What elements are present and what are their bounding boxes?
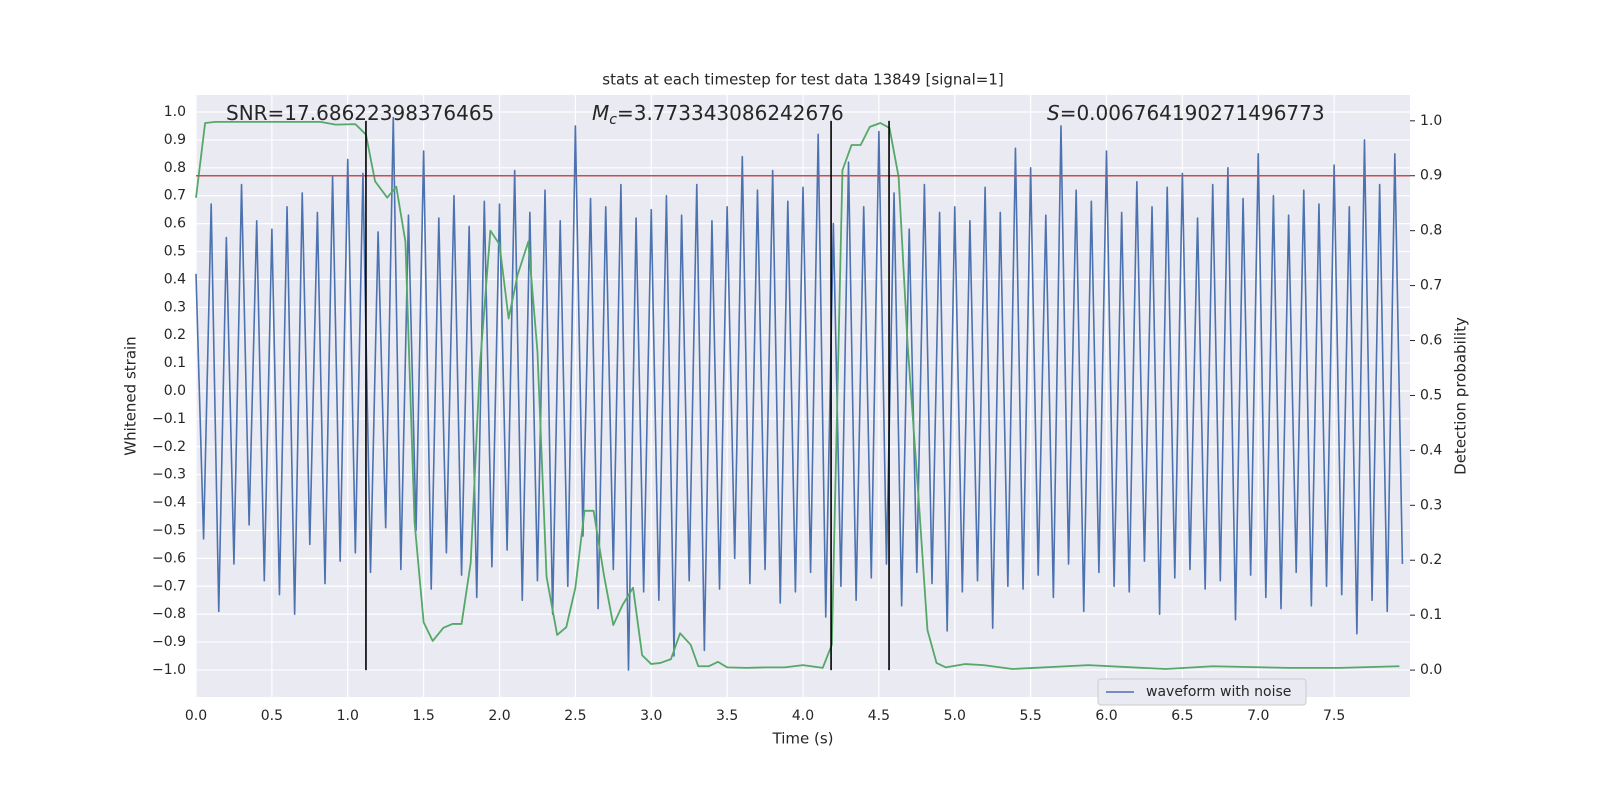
x-tick-label: 5.0 bbox=[944, 708, 966, 724]
y-tick-label: −1.0 bbox=[152, 662, 186, 678]
chart-title: stats at each timestep for test data 138… bbox=[602, 71, 1003, 89]
probability-line bbox=[195, 121, 1400, 670]
y2-tick-label: 0.9 bbox=[1420, 168, 1442, 184]
x-tick-label: 6.5 bbox=[1171, 708, 1193, 724]
y2-tick-label: 0.6 bbox=[1420, 333, 1442, 349]
y-tick-label: 0.5 bbox=[164, 243, 186, 259]
x-tick-label: 2.5 bbox=[564, 708, 586, 724]
y-tick-label: 0.9 bbox=[164, 132, 186, 148]
y-tick-label: −0.6 bbox=[152, 550, 186, 566]
y2-tick-label: 0.7 bbox=[1420, 278, 1442, 294]
annotation: S=0.006764190271496773 bbox=[1047, 101, 1325, 125]
annotation-text: SNR=17.68622398376465 bbox=[226, 101, 494, 125]
y-tick-label: 0.0 bbox=[164, 383, 186, 399]
y2-tick-label: 0.2 bbox=[1420, 552, 1442, 568]
x-tick-label: 7.5 bbox=[1323, 708, 1345, 724]
x-tick-label: 3.0 bbox=[640, 708, 662, 724]
y-tick-label: −0.1 bbox=[152, 411, 186, 427]
y2-tick-label: 0.0 bbox=[1420, 662, 1442, 678]
y-tick-label: 0.3 bbox=[164, 299, 186, 315]
y-tick-label: 1.0 bbox=[164, 104, 186, 120]
x-tick-label: 2.0 bbox=[488, 708, 510, 724]
y-tick-label: −0.8 bbox=[152, 606, 186, 622]
y-tick-label: −0.9 bbox=[152, 634, 186, 650]
annotation: SNR=17.68622398376465 bbox=[226, 101, 494, 125]
legend-box bbox=[1097, 678, 1307, 706]
x-tick-label: 5.5 bbox=[1019, 708, 1041, 724]
y-tick-label: −0.2 bbox=[152, 439, 186, 455]
y-tick-label: 0.8 bbox=[164, 160, 186, 176]
y-tick-label: −0.4 bbox=[152, 495, 186, 511]
annotation-symbol: M bbox=[592, 101, 609, 125]
y-tick-label: 0.4 bbox=[164, 271, 186, 287]
x-axis-label: Time (s) bbox=[772, 730, 834, 748]
annotation-symbol: S bbox=[1047, 101, 1060, 125]
legend: waveform with noise bbox=[1097, 678, 1307, 706]
x-tick-label: 1.0 bbox=[337, 708, 359, 724]
y2-tick-label: 0.1 bbox=[1420, 607, 1442, 623]
annotation-subscript: c bbox=[609, 112, 617, 128]
y2-tick-label: 0.3 bbox=[1420, 497, 1442, 513]
y-tick-label: −0.7 bbox=[152, 578, 186, 594]
y2-tick-label: 0.5 bbox=[1420, 387, 1442, 403]
y-tick-label: −0.3 bbox=[152, 467, 186, 483]
annotation-text: =3.773343086242676 bbox=[617, 101, 844, 125]
y-tick-label: 0.1 bbox=[164, 355, 186, 371]
x-tick-label: 3.5 bbox=[716, 708, 738, 724]
x-tick-label: 7.0 bbox=[1247, 708, 1269, 724]
y-tick-label: 0.6 bbox=[164, 216, 186, 232]
annotation-text: =0.006764190271496773 bbox=[1060, 101, 1325, 125]
annotation: Mc=3.773343086242676 bbox=[592, 101, 844, 129]
waveform-line bbox=[195, 116, 1404, 671]
x-tick-label: 0.5 bbox=[261, 708, 283, 724]
y-tick-label: 0.2 bbox=[164, 327, 186, 343]
y2-tick-label: 0.4 bbox=[1420, 442, 1442, 458]
x-tick-label: 1.5 bbox=[412, 708, 434, 724]
legend-label: waveform with noise bbox=[1146, 684, 1291, 700]
x-tick-label: 4.5 bbox=[868, 708, 890, 724]
x-tick-label: 6.0 bbox=[1095, 708, 1117, 724]
y2-tick-label: 1.0 bbox=[1420, 113, 1442, 129]
y-tick-label: 0.7 bbox=[164, 188, 186, 204]
y-axis-label: Whitened strain bbox=[122, 336, 140, 455]
y-tick-label: −0.5 bbox=[152, 522, 186, 538]
x-tick-label: 0.0 bbox=[185, 708, 207, 724]
y2-tick-label: 0.8 bbox=[1420, 223, 1442, 239]
y2-axis-label: Detection probability bbox=[1452, 317, 1470, 475]
x-tick-label: 4.0 bbox=[792, 708, 814, 724]
